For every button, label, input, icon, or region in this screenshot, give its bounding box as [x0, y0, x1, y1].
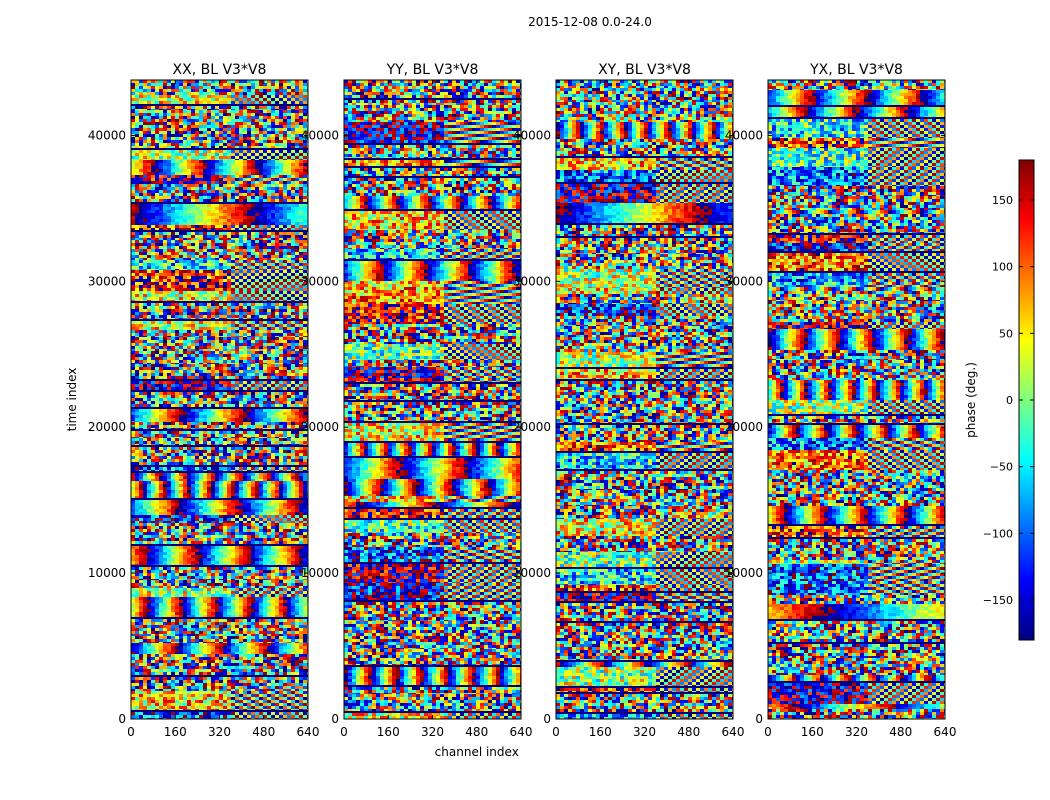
phase-image: [556, 80, 733, 719]
subplot-2: YY, BL V3*V8 0 160 320 480 640 0 10000 20000 3000…: [301, 62, 533, 759]
colorbar-tick-label: −100: [983, 527, 1013, 540]
y-tick-label: 20000: [725, 420, 763, 434]
phase-image: [768, 80, 945, 719]
y-tick-label: 0: [543, 712, 551, 726]
y-axis-label: time index: [65, 368, 79, 432]
subplot-title: XY, BL V3*V8: [598, 62, 691, 78]
x-tick-label: 640: [722, 725, 745, 739]
x-tick-label: 640: [510, 725, 533, 739]
x-axis-label: channel index: [435, 745, 519, 759]
y-tick-label: 30000: [301, 274, 339, 288]
y-tick-label: 0: [755, 712, 763, 726]
x-tick-label: 480: [465, 725, 488, 739]
x-tick-label: 640: [297, 725, 320, 739]
colorbar-tick-label: 50: [999, 327, 1013, 340]
y-tick-label: 30000: [513, 274, 551, 288]
y-tick-label: 0: [331, 712, 339, 726]
x-tick-label: 480: [677, 725, 700, 739]
y-tick-label: 30000: [725, 274, 763, 288]
subplot-3: XY, BL V3*V8 0 160 320 480 640 0 10000 20000 3000…: [513, 62, 745, 739]
x-tick-label: 160: [377, 725, 400, 739]
x-tick-label: 160: [164, 725, 187, 739]
subplot-title: XX, BL V3*V8: [173, 62, 267, 78]
y-tick-label: 10000: [725, 566, 763, 580]
y-tick-label: 20000: [513, 420, 551, 434]
colorbar: −150 −100 −50 0 50 100 150 phase (deg.): [964, 159, 1035, 641]
y-tick-label: 20000: [88, 420, 126, 434]
x-tick-label: 320: [633, 725, 656, 739]
y-tick-label: 40000: [513, 128, 551, 142]
figure-suptitle: 2015-12-08 0.0-24.0: [528, 15, 652, 29]
subplot-4: YX, BL V3*V8 0 160 320 480 640 0 10000 20000 3000…: [725, 62, 957, 739]
subplot-title: YX, BL V3*V8: [809, 62, 903, 78]
subplot-title: YY, BL V3*V8: [386, 62, 479, 78]
y-tick-label: 20000: [301, 420, 339, 434]
phase-image: [131, 80, 308, 719]
y-tick-label: 30000: [88, 274, 126, 288]
y-tick-label: 0: [118, 712, 126, 726]
colorbar-tick-label: 0: [1006, 394, 1013, 407]
y-tick-label: 10000: [301, 566, 339, 580]
phase-image: [344, 80, 521, 719]
x-tick-label: 480: [889, 725, 912, 739]
x-tick-label: 0: [127, 725, 135, 739]
colorbar-tick-label: 100: [992, 261, 1013, 274]
x-tick-label: 160: [801, 725, 824, 739]
x-tick-label: 160: [589, 725, 612, 739]
colorbar-tick-label: −150: [983, 594, 1013, 607]
y-tick-label: 10000: [513, 566, 551, 580]
y-tick-label: 10000: [88, 566, 126, 580]
x-tick-label: 640: [934, 725, 957, 739]
y-tick-label: 40000: [301, 128, 339, 142]
x-tick-label: 320: [845, 725, 868, 739]
colorbar-tick-label: −50: [990, 461, 1013, 474]
panels: XX, BL V3*V8 0 160 320 480 640 0 10000 20000 3000…: [65, 62, 956, 759]
x-tick-label: 0: [340, 725, 348, 739]
y-tick-label: 40000: [88, 128, 126, 142]
colorbar-label: phase (deg.): [964, 362, 978, 438]
x-tick-label: 320: [208, 725, 231, 739]
x-tick-label: 0: [764, 725, 772, 739]
x-tick-label: 0: [552, 725, 560, 739]
colorbar-tick-label: 150: [992, 194, 1013, 207]
y-tick-label: 40000: [725, 128, 763, 142]
x-tick-label: 320: [421, 725, 444, 739]
subplot-1: XX, BL V3*V8 0 160 320 480 640 0 10000 20000 3000…: [65, 62, 319, 739]
x-tick-label: 480: [252, 725, 275, 739]
